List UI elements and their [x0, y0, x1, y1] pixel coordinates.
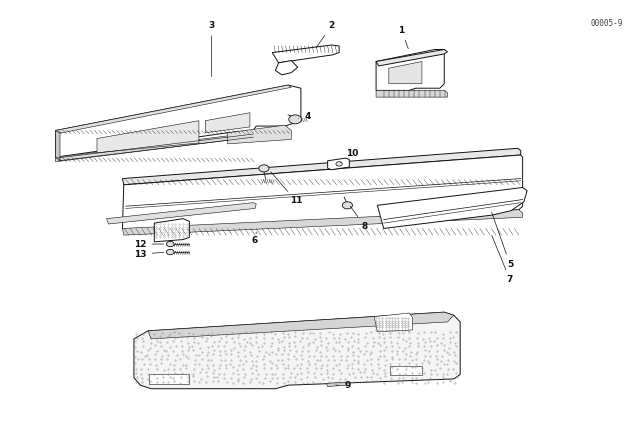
Circle shape: [166, 250, 174, 255]
Text: 00005-9: 00005-9: [590, 19, 623, 28]
Text: 4: 4: [298, 112, 310, 121]
Polygon shape: [378, 188, 527, 228]
Polygon shape: [376, 90, 447, 97]
Polygon shape: [106, 202, 256, 224]
Text: 1: 1: [399, 26, 408, 49]
Polygon shape: [122, 210, 523, 235]
Text: 6: 6: [252, 232, 258, 246]
Circle shape: [259, 165, 269, 172]
Polygon shape: [272, 45, 339, 63]
Polygon shape: [328, 158, 349, 170]
Polygon shape: [390, 366, 422, 375]
Polygon shape: [389, 61, 422, 84]
Polygon shape: [326, 382, 347, 387]
Polygon shape: [376, 49, 447, 66]
Polygon shape: [56, 85, 301, 157]
Circle shape: [336, 162, 342, 166]
Text: 5: 5: [492, 212, 513, 268]
Polygon shape: [148, 312, 454, 339]
Polygon shape: [56, 130, 60, 161]
Polygon shape: [154, 219, 189, 242]
Polygon shape: [228, 125, 291, 144]
Polygon shape: [56, 85, 291, 133]
Circle shape: [342, 202, 353, 209]
Polygon shape: [376, 49, 444, 90]
Polygon shape: [56, 133, 253, 162]
Polygon shape: [205, 113, 250, 133]
Text: 13: 13: [134, 250, 164, 259]
Circle shape: [166, 241, 174, 247]
Text: 8: 8: [350, 206, 368, 231]
Text: 2: 2: [317, 22, 335, 47]
Polygon shape: [374, 313, 412, 332]
Polygon shape: [149, 375, 189, 384]
Polygon shape: [122, 148, 521, 185]
Circle shape: [289, 115, 301, 124]
Text: 11: 11: [271, 172, 302, 205]
Text: 7: 7: [492, 236, 513, 284]
Text: 12: 12: [134, 240, 164, 249]
Polygon shape: [97, 121, 199, 153]
Polygon shape: [122, 155, 523, 231]
Text: 3: 3: [209, 22, 215, 77]
Text: 9: 9: [336, 381, 351, 390]
Polygon shape: [134, 312, 460, 389]
Polygon shape: [275, 60, 298, 75]
Text: 10: 10: [340, 149, 358, 163]
